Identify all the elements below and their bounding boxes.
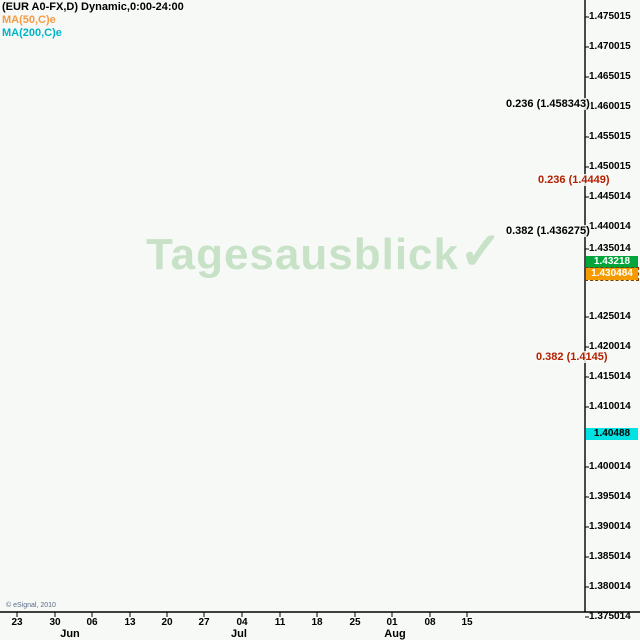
time-axis-label: 04 (236, 617, 248, 628)
chart-legend: (EUR A0-FX,D) Dynamic,0:00-24:00 MA(50,C… (2, 1, 184, 40)
price-axis-label: 1.435014 (589, 243, 631, 254)
price-axis-label: 1.455015 (589, 131, 631, 142)
price-axis-label: 1.400014 (589, 461, 631, 472)
fib-level-label: 0.382 (1.436275) (505, 225, 591, 237)
time-axis-label: 13 (124, 617, 136, 628)
price-axis-label: 1.460015 (589, 101, 631, 112)
price-axis-label: 1.375014 (589, 611, 631, 622)
time-axis-label: 23 (11, 617, 23, 628)
price-axis-label: 1.465015 (589, 71, 631, 82)
price-badge-close: 1.43218 (586, 256, 638, 268)
price-axis-label: 1.450015 (589, 161, 631, 172)
time-axis-label: 30 (49, 617, 61, 628)
watermark: Tagesausblick✓ (146, 223, 504, 281)
price-axis-label: 1.440014 (589, 221, 631, 232)
fib-level-label: 0.236 (1.458343) (505, 98, 591, 110)
price-axis-label: 1.380014 (589, 581, 631, 592)
price-axis-label: 1.475015 (589, 11, 631, 22)
fib-level-label: 0.236 (1.4449) (537, 174, 611, 186)
price-axis-label: 1.385014 (589, 551, 631, 562)
ma50-legend-label: MA(50,C)e (2, 14, 56, 26)
fib-level-label: 0.382 (1.4145) (535, 351, 609, 363)
price-axis-label: 1.420014 (589, 341, 631, 352)
price-axis-label: 1.445014 (589, 191, 631, 202)
price-axis-label: 1.410014 (589, 401, 631, 412)
time-axis-label: 25 (349, 617, 361, 628)
time-axis-label: 01 (386, 617, 398, 628)
time-axis-label: 18 (311, 617, 323, 628)
time-axis-label: 27 (198, 617, 210, 628)
price-axis-label: 1.425014 (589, 311, 631, 322)
price-axis-label: 1.415014 (589, 371, 631, 382)
time-axis-label: 20 (161, 617, 173, 628)
ma200-legend-label: MA(200,C)e (2, 27, 62, 39)
time-axis-label: 15 (461, 617, 473, 628)
copyright-note: © eSignal, 2010 (6, 602, 56, 609)
price-badge-ma50: 1.430484 (585, 267, 639, 281)
month-label: Jul (231, 628, 247, 640)
price-axis-label: 1.390014 (589, 521, 631, 532)
price-badge-ma200: 1.40488 (586, 428, 638, 440)
chart-title: (EUR A0-FX,D) Dynamic,0:00-24:00 (2, 1, 184, 13)
price-axis-label: 1.395014 (589, 491, 631, 502)
time-axis-label: 08 (424, 617, 436, 628)
month-label: Aug (384, 628, 406, 640)
month-label: Jun (60, 628, 80, 640)
price-axis-label: 1.470015 (589, 41, 631, 52)
time-axis-label: 11 (274, 617, 286, 628)
watermark-swoosh-icon: ✓ (459, 223, 504, 281)
time-axis-label: 06 (86, 617, 98, 628)
